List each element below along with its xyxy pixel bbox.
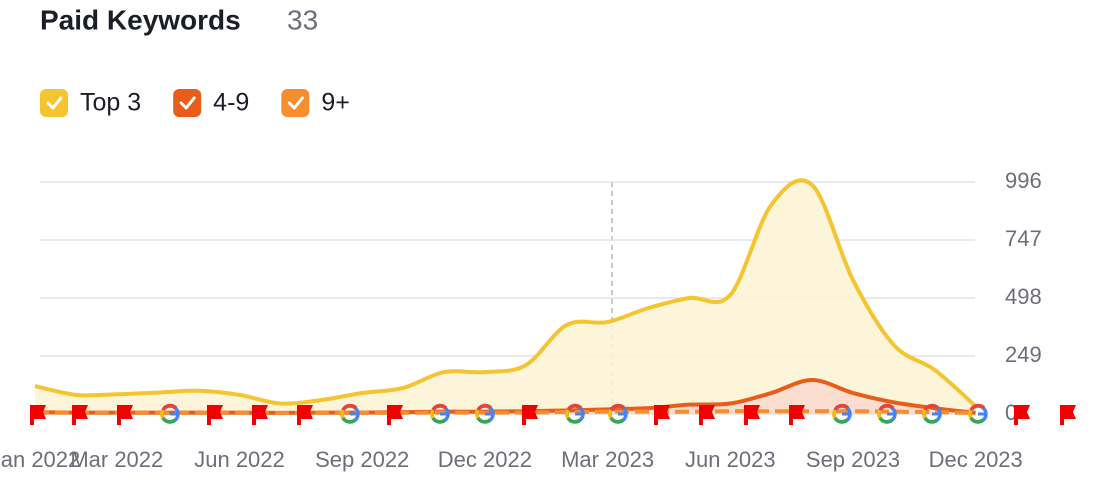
chart-title: Paid Keywords (40, 4, 241, 35)
legend-checkbox[interactable] (173, 89, 202, 117)
google-yellow (968, 409, 973, 419)
line (34, 178, 978, 408)
google-green (431, 416, 447, 424)
google-icon (475, 403, 495, 424)
google-red (923, 403, 940, 411)
x-tick-label: Dec 2023 (929, 447, 1023, 472)
check-icon (46, 96, 63, 110)
event-flag (522, 405, 538, 425)
google-yellow (340, 409, 345, 419)
google-red (431, 403, 448, 411)
google-green (833, 416, 849, 424)
check-icon (287, 96, 304, 110)
event-flag (654, 405, 670, 425)
event-flag (207, 405, 223, 425)
google-icon (877, 403, 897, 424)
google-yellow (160, 409, 165, 419)
y-tick-label: 498 (1005, 284, 1042, 309)
legend-item[interactable]: Top 3 (40, 89, 141, 117)
google-icon (968, 403, 988, 424)
legend-item[interactable]: 4-9 (173, 89, 249, 117)
line (34, 409, 976, 416)
event-flag (789, 405, 805, 425)
x-tick-label: Sep 2022 (315, 447, 409, 472)
event-flag (699, 405, 715, 425)
event-flag (744, 405, 760, 425)
google-yellow (430, 409, 435, 419)
area (35, 180, 976, 414)
google-icon (832, 403, 852, 424)
x-tick-label: Dec 2022 (438, 447, 532, 472)
google-icon (922, 403, 942, 424)
google-red (609, 403, 626, 411)
legend-item[interactable]: 9+ (281, 89, 350, 117)
event-flag (1060, 405, 1076, 425)
google-icon (565, 403, 585, 424)
x-tick-label: Jan 2022 (0, 447, 80, 472)
x-tick-label: Mar 2023 (561, 447, 654, 472)
google-icon (160, 403, 180, 424)
y-tick-label: 249 (1005, 342, 1042, 367)
event-flag (117, 405, 133, 425)
legend-label: 9+ (321, 89, 350, 117)
google-red (341, 403, 358, 411)
event-flag (72, 405, 88, 425)
event-flag (387, 405, 403, 425)
google-icon (608, 403, 628, 424)
event-flag (30, 405, 46, 425)
x-tick-label: Jun 2023 (685, 447, 776, 472)
google-red (833, 403, 850, 411)
legend-checkbox[interactable] (281, 89, 310, 117)
google-red (161, 403, 178, 411)
legend-label: Top 3 (80, 89, 141, 117)
keyword-count: 33 (287, 4, 318, 35)
google-yellow (475, 409, 480, 419)
google-icon (340, 403, 360, 424)
check-icon (179, 96, 196, 110)
google-green (969, 416, 985, 424)
event-flag (297, 405, 313, 425)
google-green (609, 416, 625, 424)
google-green (566, 416, 582, 424)
google-green (476, 416, 492, 424)
google-yellow (565, 409, 570, 419)
google-red (476, 403, 493, 411)
y-tick-label: 747 (1005, 226, 1042, 251)
legend-label: 4-9 (213, 89, 249, 117)
x-tick-label: Mar 2022 (70, 447, 163, 472)
google-red (878, 403, 895, 411)
event-flag (1014, 405, 1030, 425)
legend-checkbox[interactable] (40, 89, 68, 117)
google-green (341, 416, 357, 424)
google-green (161, 416, 177, 424)
x-tick-label: Jun 2022 (194, 447, 285, 472)
google-icon (430, 403, 450, 424)
google-yellow (832, 409, 837, 419)
x-tick-label: Sep 2023 (806, 447, 900, 472)
area (35, 379, 976, 414)
google-green (878, 416, 894, 424)
google-green (923, 416, 939, 424)
google-yellow (608, 409, 613, 419)
google-red (969, 403, 986, 411)
google-yellow (877, 409, 882, 419)
google-red (566, 403, 583, 411)
event-flag (252, 405, 268, 425)
y-tick-label: 996 (1005, 168, 1042, 193)
google-yellow (922, 409, 927, 419)
